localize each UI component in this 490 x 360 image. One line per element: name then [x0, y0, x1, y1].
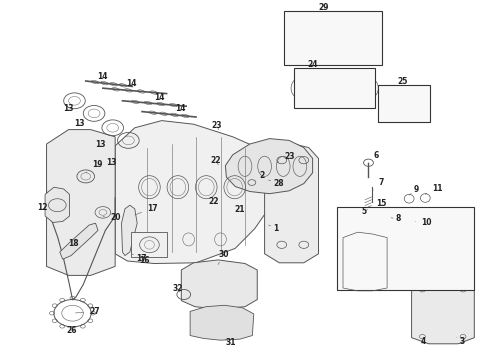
Text: 18: 18: [69, 239, 79, 248]
Polygon shape: [45, 187, 70, 222]
Text: 24: 24: [307, 60, 318, 69]
Text: 17: 17: [135, 204, 158, 215]
Text: 12: 12: [37, 203, 47, 212]
Polygon shape: [122, 205, 137, 256]
Bar: [294, 68, 375, 108]
Polygon shape: [181, 260, 257, 309]
Text: 23: 23: [212, 121, 222, 130]
Text: 26: 26: [66, 326, 76, 335]
Text: 23: 23: [277, 152, 294, 163]
Polygon shape: [47, 130, 115, 275]
Text: 13: 13: [74, 119, 85, 128]
Text: 14: 14: [154, 94, 165, 103]
Text: 19: 19: [86, 161, 102, 173]
Text: 31: 31: [225, 338, 236, 347]
Text: 6: 6: [368, 152, 379, 163]
Text: 15: 15: [376, 199, 387, 207]
Text: 14: 14: [175, 104, 186, 113]
Text: 13: 13: [95, 140, 106, 149]
Text: 4: 4: [420, 337, 426, 346]
Text: 14: 14: [98, 72, 108, 81]
Text: 21: 21: [234, 205, 245, 214]
Text: 17: 17: [131, 254, 147, 263]
Polygon shape: [412, 282, 474, 344]
Text: 27: 27: [75, 307, 100, 316]
Text: 9: 9: [409, 185, 419, 195]
Text: 32: 32: [172, 284, 183, 293]
Text: 16: 16: [140, 256, 150, 265]
Text: 11: 11: [425, 184, 442, 194]
Polygon shape: [265, 144, 318, 263]
Polygon shape: [60, 223, 98, 259]
Bar: [284, 11, 382, 65]
Text: 5: 5: [362, 207, 368, 216]
Text: 13: 13: [63, 104, 74, 113]
Bar: [337, 207, 474, 290]
Text: 7: 7: [373, 179, 384, 190]
Text: 14: 14: [126, 79, 137, 88]
Text: 29: 29: [318, 3, 329, 12]
Polygon shape: [190, 305, 254, 340]
Text: 28: 28: [269, 180, 284, 189]
Text: 25: 25: [397, 77, 408, 86]
Text: 30: 30: [218, 251, 228, 265]
Text: 20: 20: [103, 213, 121, 222]
Polygon shape: [225, 139, 313, 194]
Bar: [131, 232, 167, 257]
Text: 3: 3: [457, 337, 465, 346]
Text: 10: 10: [416, 218, 432, 227]
Text: 2: 2: [254, 171, 265, 181]
Polygon shape: [115, 121, 273, 264]
Text: 1: 1: [269, 224, 279, 233]
Text: 22: 22: [211, 156, 221, 165]
Text: 8: 8: [391, 215, 401, 224]
Text: 13: 13: [106, 158, 117, 167]
Bar: [378, 85, 430, 122]
Text: 22: 22: [208, 198, 219, 207]
